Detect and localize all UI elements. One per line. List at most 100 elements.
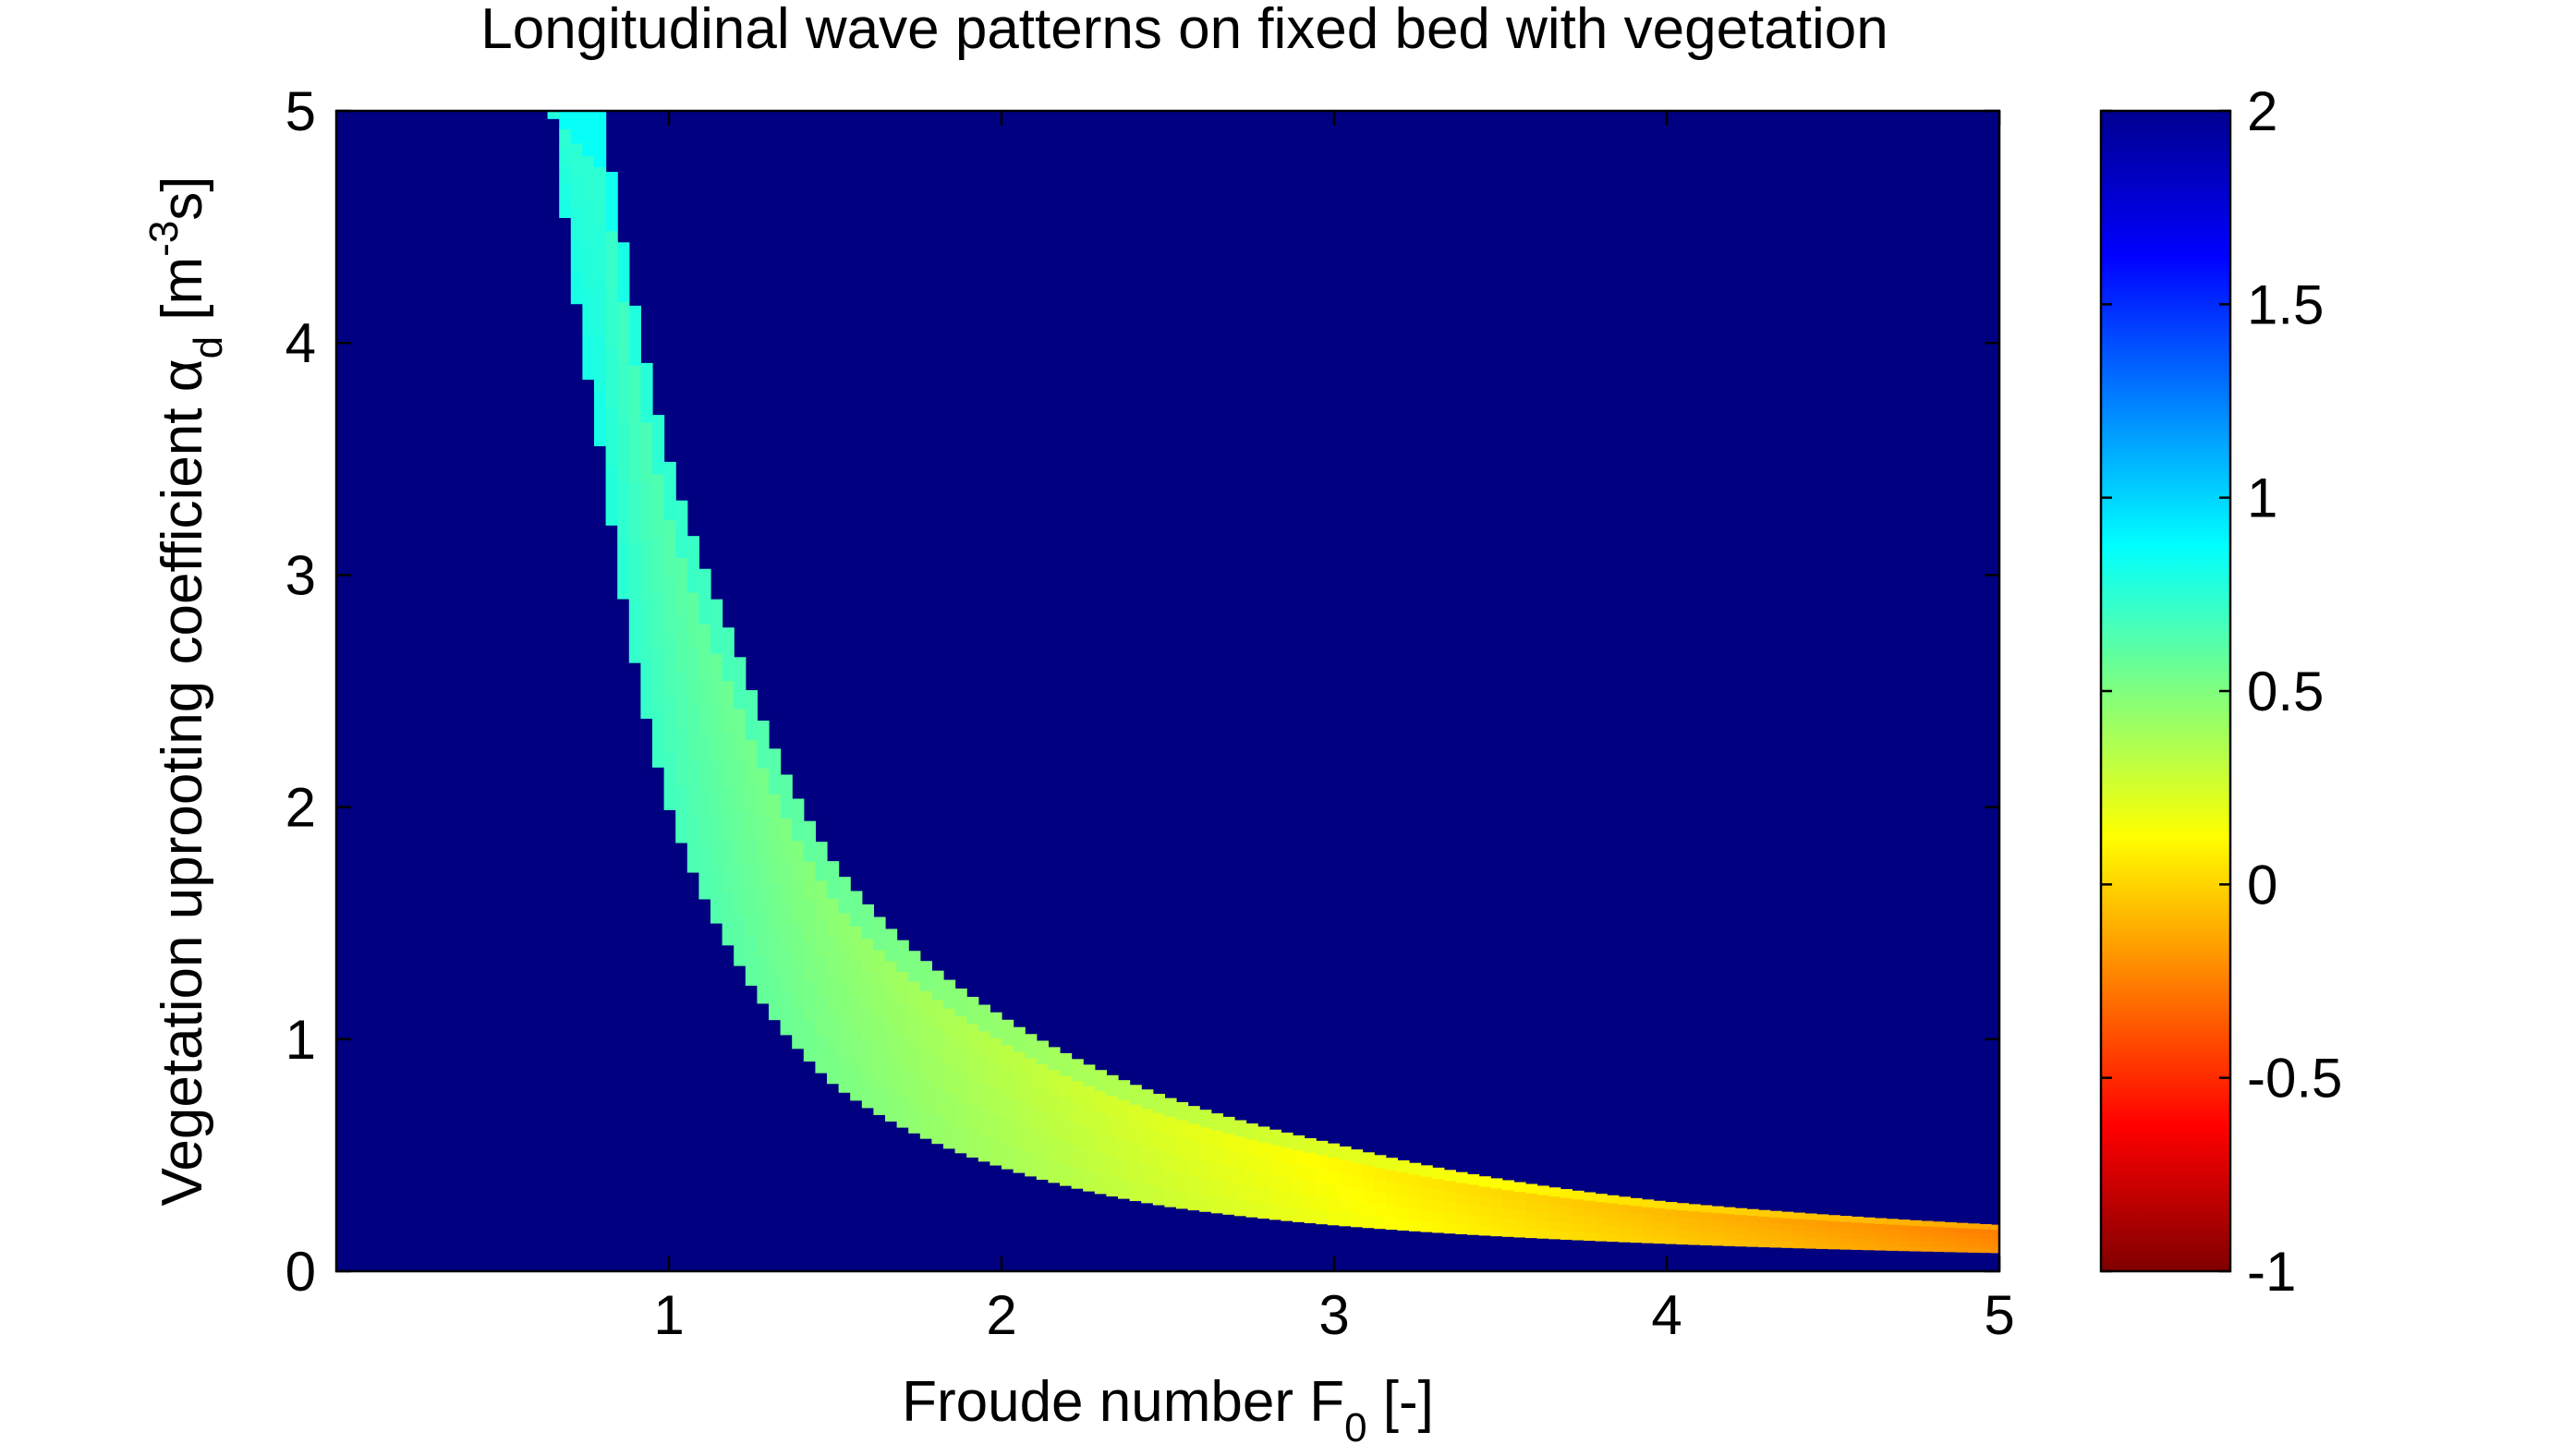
heatmap-cell	[1536, 1194, 1549, 1204]
heatmap-cell	[1688, 1210, 1701, 1219]
heatmap-cell	[1257, 1171, 1270, 1189]
heatmap-cell	[1653, 1207, 1666, 1216]
heatmap-cell	[1513, 1209, 1526, 1219]
heatmap-cell	[780, 774, 793, 819]
heatmap-cell	[1792, 1218, 1805, 1225]
heatmap-cell	[1781, 1235, 1794, 1243]
heatmap-cell	[1886, 1244, 1899, 1251]
heatmap-cell	[1921, 1241, 1934, 1247]
heatmap-cell	[1002, 1144, 1014, 1170]
heatmap-cell	[1490, 1207, 1503, 1218]
heatmap-cell	[1141, 1108, 1154, 1128]
heatmap-cell	[1886, 1234, 1899, 1241]
heatmap-cell	[966, 996, 979, 1025]
heatmap-cell	[1513, 1219, 1526, 1229]
heatmap-cell	[1245, 1123, 1258, 1140]
heatmap-cell	[1584, 1192, 1597, 1201]
heatmap-cell	[1560, 1189, 1572, 1198]
heatmap-cell	[827, 935, 840, 973]
heatmap-cell	[1816, 1214, 1829, 1221]
heatmap-cell	[1746, 1221, 1759, 1229]
heatmap-cell	[1665, 1236, 1678, 1244]
heatmap-cell	[1164, 1170, 1177, 1190]
heatmap-cell	[769, 974, 782, 1021]
heatmap-cell	[1851, 1244, 1864, 1250]
heatmap-cell	[1956, 1232, 1969, 1238]
y-tick-label: 0	[285, 1241, 316, 1303]
heatmap-cell	[1432, 1199, 1445, 1212]
heatmap-cell	[722, 839, 735, 893]
heatmap-cell	[1083, 1127, 1096, 1150]
heatmap-cell	[1129, 1085, 1142, 1105]
heatmap-cell	[780, 861, 793, 905]
heatmap-cell	[838, 984, 851, 1022]
heatmap-cell	[1036, 1133, 1049, 1157]
heatmap-cell	[769, 748, 782, 795]
heatmap-cell	[1129, 1181, 1142, 1202]
heatmap-cell	[1501, 1198, 1514, 1209]
heatmap-cell	[1420, 1187, 1433, 1199]
heatmap-cell	[780, 948, 793, 992]
heatmap-cell	[873, 1049, 886, 1083]
heatmap-cell	[1385, 1217, 1398, 1231]
heatmap-cell	[850, 960, 863, 997]
heatmap-cell	[1071, 1101, 1084, 1124]
heatmap-cell	[1781, 1211, 1794, 1219]
heatmap-cell	[1711, 1225, 1724, 1233]
heatmap-cell	[1536, 1211, 1549, 1221]
heatmap-cell	[1281, 1147, 1293, 1163]
heatmap-cell	[1630, 1197, 1643, 1207]
heatmap-cell	[1967, 1232, 1980, 1239]
heatmap-cell	[1933, 1241, 1946, 1247]
heatmap-cell	[838, 912, 851, 950]
heatmap-cell	[1420, 1176, 1433, 1188]
heatmap-cell	[954, 1070, 967, 1099]
heatmap-cell	[827, 861, 840, 899]
heatmap-cell	[1094, 1090, 1107, 1112]
heatmap-cell	[1327, 1211, 1340, 1226]
heatmap-cell	[1536, 1185, 1549, 1195]
heatmap-cell	[734, 862, 747, 915]
heatmap-cell	[792, 923, 805, 966]
heatmap-cell	[1013, 1099, 1026, 1125]
heatmap-cell	[1443, 1180, 1456, 1192]
heatmap-cell	[885, 1025, 898, 1058]
heatmap-cell	[1758, 1234, 1771, 1242]
heatmap-cell	[815, 957, 828, 997]
heatmap-cell	[1967, 1237, 1980, 1244]
heatmap-cell	[896, 1064, 909, 1097]
heatmap-cell	[1898, 1230, 1911, 1236]
heatmap-cell	[1828, 1232, 1840, 1239]
heatmap-cell	[1607, 1233, 1620, 1243]
heatmap-cell	[547, 115, 560, 118]
heatmap-cell	[1688, 1237, 1701, 1245]
heatmap-cell	[1269, 1129, 1281, 1146]
heatmap-cell	[978, 1030, 990, 1058]
heatmap-cell	[1176, 1137, 1189, 1156]
heatmap-cell	[803, 901, 816, 942]
heatmap-cell	[1700, 1238, 1713, 1246]
plot-frame	[334, 109, 2001, 1273]
heatmap-cell	[1967, 1247, 1980, 1253]
heatmap-cell	[1420, 1165, 1433, 1177]
heatmap-cell	[1234, 1151, 1247, 1169]
heatmap-cell	[1316, 1182, 1329, 1197]
heatmap-cell	[1374, 1216, 1387, 1230]
heatmap-cell	[1979, 1229, 1992, 1234]
heatmap-cell	[943, 1063, 956, 1093]
heatmap-cell	[1618, 1219, 1631, 1228]
heatmap-cell	[1734, 1207, 1747, 1216]
heatmap-cell	[1304, 1194, 1317, 1209]
colorbar-tick-label: 1	[2247, 467, 2277, 529]
heatmap-cell	[1245, 1201, 1258, 1218]
heatmap-cell	[1304, 1137, 1317, 1153]
heatmap-cell	[1956, 1242, 1969, 1248]
heatmap-cell	[1281, 1191, 1293, 1207]
heatmap-cell	[1490, 1226, 1503, 1237]
heatmap-cell	[1560, 1231, 1572, 1240]
heatmap-cell	[792, 965, 805, 1008]
heatmap-cell	[1304, 1208, 1317, 1224]
heatmap-cell	[850, 995, 863, 1031]
heatmap-cell	[1164, 1188, 1177, 1207]
heatmap-cell	[1467, 1224, 1480, 1235]
